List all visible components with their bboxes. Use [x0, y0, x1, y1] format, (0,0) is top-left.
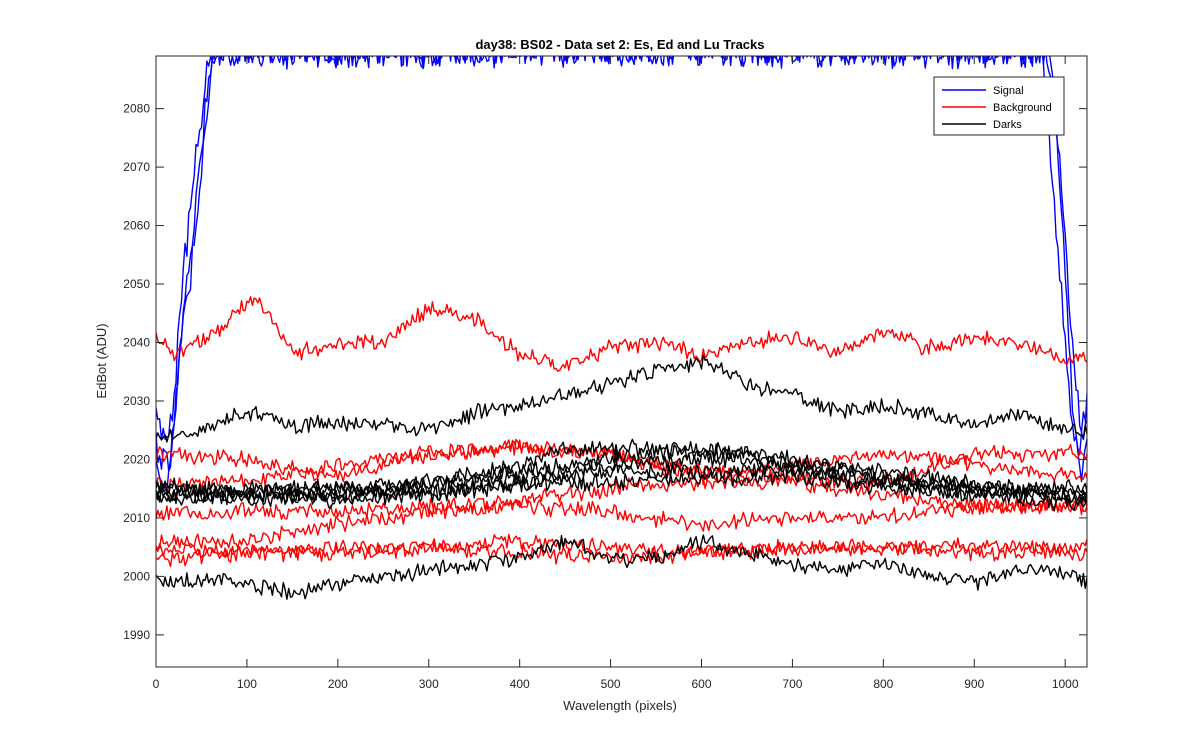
x-tick-label: 700	[782, 677, 802, 691]
legend-box	[933, 76, 1065, 136]
legend-label-signal: Signal	[993, 85, 1024, 97]
y-tick-label: 2040	[123, 335, 150, 349]
y-tick-label: 2070	[123, 160, 150, 174]
legend-label-darks: Darks	[993, 119, 1022, 131]
series-line-15	[156, 468, 1087, 512]
y-tick-label: 2050	[123, 277, 150, 291]
x-tick-label: 100	[237, 677, 257, 691]
x-tick-label: 600	[691, 677, 711, 691]
x-tick-label: 900	[964, 677, 984, 691]
legend-label-background: Background	[993, 102, 1052, 114]
series-line-1	[156, 56, 1087, 493]
x-tick-label: 500	[601, 677, 621, 691]
y-axis-ticks: 1990 2000 2010 2020 2030 2040 2050 2060 2070 2080	[123, 102, 1087, 642]
x-tick-label: 400	[510, 677, 530, 691]
y-tick-label: 1990	[123, 628, 150, 642]
series-line-3	[156, 296, 1087, 372]
x-axis-ticks: 0 100 200 300 400 500 600 700 800 900 1000	[153, 56, 1079, 691]
x-tick-label: 200	[328, 677, 348, 691]
y-tick-label: 2010	[123, 511, 150, 525]
y-tick-label: 2000	[123, 569, 150, 583]
chart-title: day38: BS02 - Data set 2: Es, Ed and Lu …	[475, 37, 764, 52]
y-tick-label: 2080	[123, 102, 150, 116]
x-tick-label: 0	[153, 677, 160, 691]
plot-area-frame	[155, 55, 1088, 668]
x-tick-label: 800	[873, 677, 893, 691]
series-layer	[156, 56, 1087, 600]
y-tick-label: 2060	[123, 219, 150, 233]
x-tick-label: 300	[419, 677, 439, 691]
series-line-9	[156, 533, 1087, 568]
series-line-16	[156, 534, 1087, 600]
series-line-5	[156, 438, 1087, 493]
series-line-10	[156, 354, 1087, 443]
y-tick-label: 2020	[123, 452, 150, 466]
x-tick-label: 1000	[1052, 677, 1079, 691]
y-tick-label: 2030	[123, 394, 150, 408]
y-axis-label: EdBot (ADU)	[94, 323, 109, 398]
x-axis-label: Wavelength (pixels)	[563, 698, 677, 713]
legend: Signal Background Darks	[933, 76, 1065, 136]
series-line-7	[156, 497, 1087, 550]
